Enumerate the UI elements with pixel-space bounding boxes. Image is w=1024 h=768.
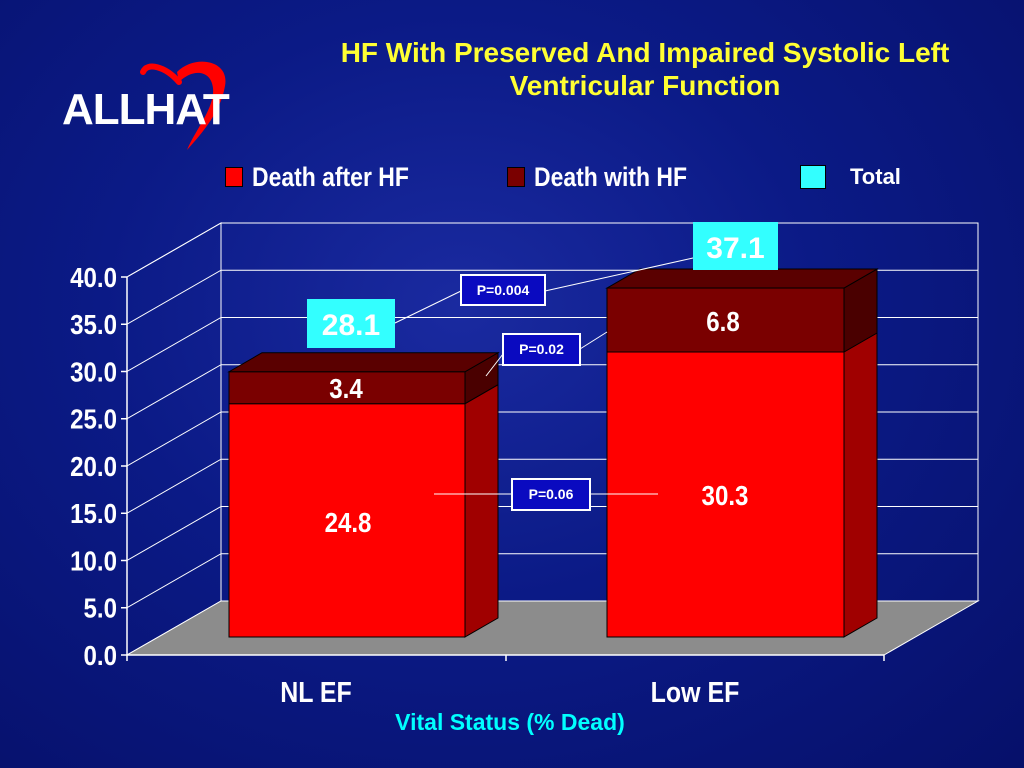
y-tick-label: 20.0	[70, 450, 117, 482]
y-tick-label: 10.0	[70, 545, 117, 577]
annotation-connector	[579, 331, 608, 350]
bar-nl-ef-death-after-hf	[228, 403, 466, 638]
y-tick-label: 5.0	[84, 592, 117, 624]
x-tick-label-low-ef: Low EF	[651, 676, 740, 708]
p-value-label: P=0.06	[529, 486, 574, 502]
x-tick-label-nl-ef: NL EF	[280, 676, 352, 708]
y-tick-label: 25.0	[70, 403, 117, 435]
y-tick-label: 0.0	[84, 639, 117, 671]
annotation-connector	[394, 290, 462, 324]
legend-label: Death with HF	[534, 161, 687, 192]
total-box-nl-ef	[307, 299, 395, 348]
heart-icon	[177, 61, 226, 151]
data-label-nl-ef-with: 3.4	[329, 372, 363, 404]
y-tick-label: 30.0	[70, 356, 117, 388]
legend-swatch-death-after-hf	[225, 167, 243, 187]
legend-swatch-total	[800, 165, 826, 189]
legend-item-death-with-hf: Death with HF	[507, 160, 714, 194]
legend-label: Death after HF	[252, 161, 409, 192]
total-box-low-ef	[693, 222, 778, 270]
legend-swatch-death-with-hf	[507, 167, 525, 187]
slide-title: HF With Preserved And Impaired Systolic …	[340, 37, 950, 101]
bar-top-nl-ef	[227, 352, 500, 373]
bar-side-low-ef-after	[843, 332, 878, 638]
x-axis-title: Vital Status (% Dead)	[395, 709, 625, 735]
y-tick-label: 15.0	[70, 498, 117, 530]
data-label-low-ef-after: 30.3	[702, 479, 749, 511]
bar-low-ef-death-with-hf	[606, 287, 845, 353]
p-value-box	[502, 333, 581, 366]
p-value-label: P=0.004	[477, 282, 530, 298]
legend-label: Total	[850, 164, 901, 189]
bar-nl-ef-death-with-hf	[228, 371, 466, 405]
p-value-label: P=0.02	[519, 341, 564, 357]
logo-text: ALLHAT	[62, 85, 230, 134]
bar-top-low-ef	[605, 268, 879, 289]
legend-item-death-after-hf: Death after HF	[225, 160, 437, 194]
annotation-connector	[544, 257, 694, 292]
legend-item-total: Total	[800, 160, 901, 194]
data-label-low-ef-with: 6.8	[706, 305, 739, 337]
y-tick-label: 35.0	[70, 309, 117, 341]
total-label-low-ef: 37.1	[706, 232, 764, 265]
total-label-nl-ef: 28.1	[322, 309, 380, 342]
bar-side-nl-ef-after	[464, 383, 499, 638]
allhat-heart-logo	[140, 61, 226, 151]
annotation-connector	[485, 353, 504, 377]
p-value-box	[460, 274, 546, 306]
data-label-nl-ef-after: 24.8	[325, 506, 372, 538]
p-value-box	[511, 478, 591, 511]
y-tick-label: 40.0	[70, 261, 117, 293]
